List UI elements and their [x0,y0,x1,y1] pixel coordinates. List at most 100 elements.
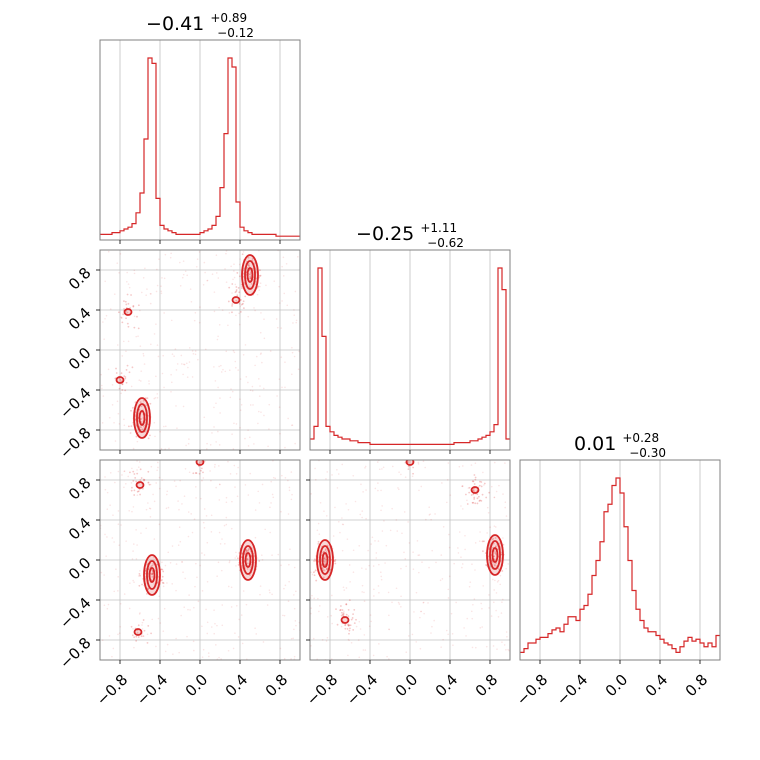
sample-point [223,524,226,527]
sample-point [170,319,173,322]
sample-point [188,438,190,440]
sample-point [417,554,420,557]
sample-point [429,513,431,516]
sample-point [324,560,327,563]
sample-point [131,510,133,513]
sample-point [200,469,202,472]
sample-point [490,485,493,488]
sample-point [157,617,160,620]
sample-point [118,271,120,274]
sample-point [136,460,138,462]
sample-point [225,516,228,519]
sample-point [349,624,352,627]
sample-point [259,385,261,387]
sample-point [352,571,355,574]
sample-point [170,252,172,255]
sample-point [129,471,131,474]
sample-point [231,305,233,307]
sample-point [181,276,184,279]
sample-point [285,262,288,265]
sample-point [115,372,118,374]
x-tick-label: −0.4 [133,671,171,709]
sample-point [165,507,168,510]
sample-point [148,434,151,437]
sample-point [216,338,219,341]
sample-point [495,545,497,548]
sample-point [365,489,367,491]
sample-point [408,622,411,625]
sample-point [278,406,281,408]
sample-point [479,499,481,502]
sample-point [238,291,241,294]
sample-point [206,621,209,624]
sample-point [291,424,294,426]
sample-point [138,584,141,587]
sample-point [187,511,190,513]
sample-point [187,535,190,538]
sample-point [247,429,249,431]
sample-point [283,587,285,590]
sample-point [163,386,165,389]
sample-point [275,318,278,320]
sample-point [474,462,477,465]
y-tick-label: −0.4 [56,594,94,632]
sample-point [162,630,165,633]
sample-point [431,549,433,552]
sample-point [322,576,325,579]
sample-point [144,267,146,270]
sample-point [102,321,104,323]
sample-point [126,364,129,367]
sample-point [148,507,151,510]
sample-point [424,466,426,469]
sample-point [206,279,209,282]
sample-point [233,270,235,272]
sample-point [368,564,370,567]
sample-point [142,635,145,638]
sample-point [387,591,390,594]
sample-point [207,451,209,453]
sample-point [234,486,236,488]
sample-point [368,625,371,628]
sample-point [225,252,227,255]
sample-point [221,538,223,540]
sample-point [467,487,470,489]
sample-point [384,562,386,564]
sample-point [349,627,351,630]
sample-point [270,502,272,504]
sample-point [322,567,325,570]
sample-point [220,569,223,572]
sample-point [240,403,243,406]
sample-point [119,253,122,255]
sample-point [194,453,196,455]
sample-point [259,353,262,355]
sample-point [218,365,220,368]
sample-point [153,538,156,540]
sample-point [204,348,207,351]
contour-line [470,486,480,494]
sample-point [290,498,293,501]
sample-point [114,481,116,484]
sample-point [161,568,164,571]
sample-point [495,609,497,612]
y-tick-label: −0.8 [56,424,94,462]
sample-point [417,463,420,465]
sample-point [441,578,444,580]
sample-point [488,594,490,596]
sample-point [283,657,286,660]
sample-point [217,561,220,564]
sample-point [147,481,150,483]
sample-point [504,501,507,504]
sample-point [186,274,189,277]
sample-point [294,620,297,622]
sample-point [345,613,348,616]
sample-point [379,571,382,574]
sample-point [179,479,181,482]
sample-point [227,649,230,652]
sample-point [247,315,250,318]
sample-point [296,255,299,258]
sample-point [211,432,213,434]
sample-point [160,568,163,571]
sample-point [252,404,254,406]
sample-point [403,551,405,554]
sample-point [195,562,197,565]
